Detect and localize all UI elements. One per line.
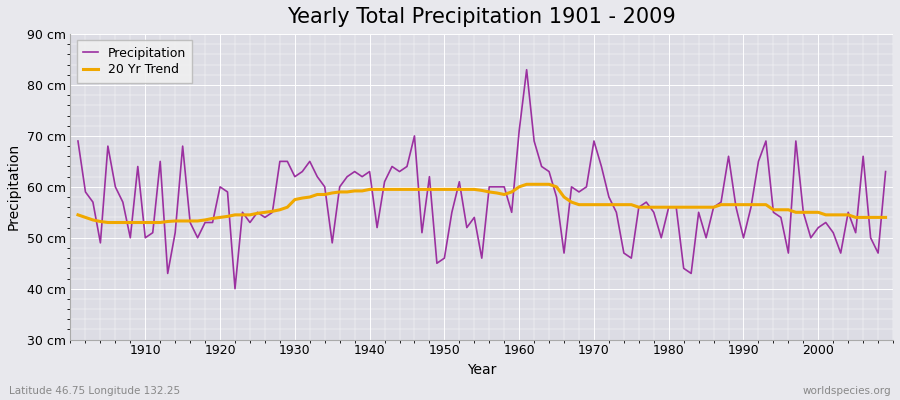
- Precipitation: [521, 67, 532, 72]
- 20 Yr Trend: [618, 202, 629, 207]
- Line: 20 Yr Trend: 20 Yr Trend: [78, 184, 886, 222]
- Text: worldspecies.org: worldspecies.org: [803, 386, 891, 396]
- Precipitation: [73, 139, 84, 144]
- X-axis label: Year: Year: [467, 363, 497, 377]
- Legend: Precipitation, 20 Yr Trend: Precipitation, 20 Yr Trend: [76, 40, 193, 82]
- 20 Yr Trend: [880, 215, 891, 220]
- 20 Yr Trend: [304, 195, 315, 200]
- Precipitation: [132, 164, 143, 169]
- 20 Yr Trend: [73, 212, 84, 217]
- Line: Precipitation: Precipitation: [78, 70, 886, 289]
- 20 Yr Trend: [521, 182, 532, 187]
- Precipitation: [349, 169, 360, 174]
- 20 Yr Trend: [349, 188, 360, 193]
- 20 Yr Trend: [514, 184, 525, 189]
- 20 Yr Trend: [103, 220, 113, 225]
- Precipitation: [304, 159, 315, 164]
- Precipitation: [514, 128, 525, 133]
- Precipitation: [230, 286, 240, 291]
- Title: Yearly Total Precipitation 1901 - 2009: Yearly Total Precipitation 1901 - 2009: [287, 7, 676, 27]
- Precipitation: [880, 169, 891, 174]
- Precipitation: [618, 251, 629, 256]
- 20 Yr Trend: [528, 182, 539, 187]
- Precipitation: [528, 139, 539, 144]
- 20 Yr Trend: [140, 220, 150, 225]
- Y-axis label: Precipitation: Precipitation: [7, 143, 21, 230]
- Text: Latitude 46.75 Longitude 132.25: Latitude 46.75 Longitude 132.25: [9, 386, 180, 396]
